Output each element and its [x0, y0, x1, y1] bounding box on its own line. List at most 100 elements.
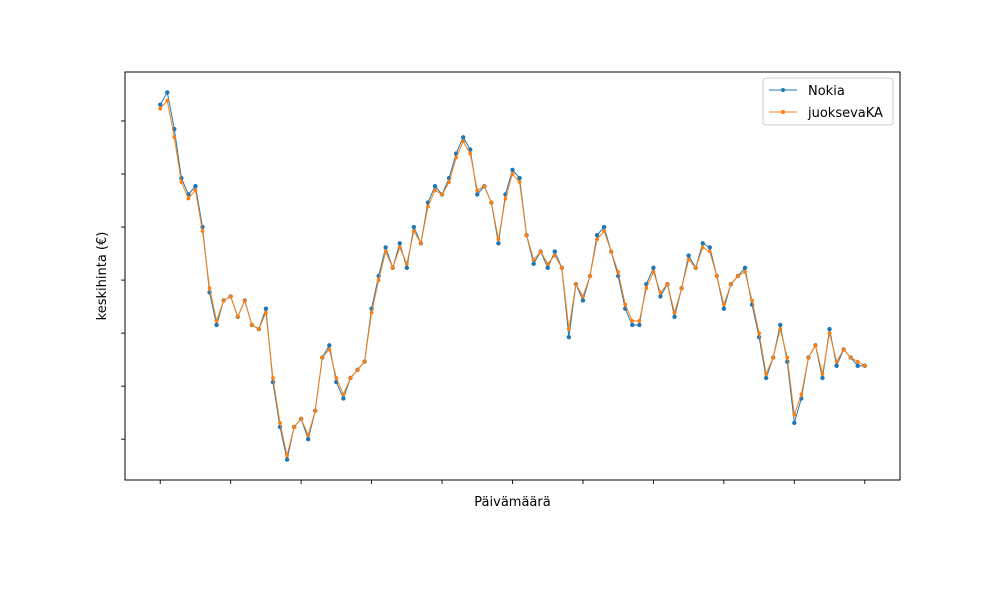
data-point-nokia [742, 265, 748, 271]
data-point-nokia [827, 326, 832, 332]
data-point-nokia [552, 249, 557, 254]
data-point-nokia [707, 245, 712, 250]
data-point-nokia [284, 457, 290, 462]
data-point-juoksevaka [792, 412, 797, 417]
data-point-juoksevaka [404, 261, 409, 266]
data-point-juoksevaka [750, 298, 754, 303]
data-point-juoksevaka [538, 249, 543, 254]
data-point-nokia [855, 363, 860, 368]
data-point-juoksevaka [327, 347, 332, 352]
data-point-juoksevaka [531, 257, 536, 262]
data-point-nokia [165, 90, 170, 95]
data-point-juoksevaka [271, 376, 275, 380]
data-point-juoksevaka [510, 172, 515, 176]
data-point-juoksevaka [249, 323, 254, 327]
data-point-juoksevaka [623, 302, 628, 307]
data-point-juoksevaka [165, 98, 170, 103]
data-point-juoksevaka [426, 204, 430, 209]
data-point-juoksevaka [320, 355, 325, 360]
data-point-juoksevaka [827, 331, 832, 336]
data-point-nokia [658, 294, 663, 299]
data-point-juoksevaka [721, 302, 726, 307]
data-point-nokia [397, 241, 402, 246]
data-point-juoksevaka [454, 155, 459, 160]
data-point-nokia [834, 363, 839, 368]
data-point-juoksevaka [334, 376, 339, 380]
data-point-juoksevaka [799, 392, 804, 397]
data-point-juoksevaka [658, 290, 663, 295]
plot-frame [124, 71, 901, 481]
data-point-nokia [630, 322, 635, 328]
data-point-juoksevaka [841, 347, 846, 352]
data-point-juoksevaka [637, 318, 642, 323]
data-point-juoksevaka [221, 298, 226, 303]
data-point-nokia [637, 322, 642, 328]
data-point-nokia [341, 396, 346, 401]
data-point-nokia [700, 241, 705, 246]
data-point-nokia [305, 437, 311, 442]
data-point-juoksevaka [679, 286, 684, 291]
data-point-juoksevaka [552, 253, 557, 258]
data-point-nokia [672, 314, 677, 319]
data-point-nokia [601, 224, 607, 230]
data-point-juoksevaka [517, 180, 522, 185]
x-axis-label: Päivämäärä [474, 495, 550, 510]
data-point-juoksevaka [665, 282, 670, 287]
data-point-juoksevaka [355, 367, 360, 372]
data-point-juoksevaka [461, 139, 466, 144]
data-point-nokia [460, 135, 466, 140]
data-point-nokia [517, 175, 522, 181]
data-point-nokia [263, 306, 269, 311]
data-point-juoksevaka [313, 408, 318, 413]
data-point-juoksevaka [235, 314, 240, 319]
data-point-nokia [778, 322, 783, 328]
legend-marker-juoksevaka [781, 110, 785, 114]
data-point-juoksevaka [475, 188, 480, 193]
data-point-juoksevaka [376, 278, 381, 282]
data-point-juoksevaka [369, 310, 374, 315]
data-point-juoksevaka [855, 359, 860, 364]
data-point-juoksevaka [496, 237, 501, 242]
legend-label-juoksevaka: juoksevaKA [807, 106, 883, 121]
data-point-juoksevaka [362, 359, 367, 364]
data-point-juoksevaka [595, 237, 599, 242]
data-point-juoksevaka [574, 282, 578, 287]
data-point-juoksevaka [306, 433, 311, 438]
data-point-juoksevaka [242, 298, 247, 303]
y-axis-label: keskihinta (€) [95, 232, 110, 321]
data-point-juoksevaka [468, 151, 473, 156]
data-point-juoksevaka [193, 188, 198, 193]
data-point-juoksevaka [158, 106, 163, 111]
data-point-nokia [432, 184, 438, 189]
data-point-juoksevaka [482, 184, 487, 189]
data-point-juoksevaka [200, 229, 205, 234]
data-point-juoksevaka [616, 270, 621, 274]
data-point-nokia [327, 343, 332, 348]
data-point-nokia [763, 375, 769, 381]
data-point-juoksevaka [707, 249, 712, 254]
data-point-juoksevaka [278, 420, 282, 425]
data-point-juoksevaka [693, 265, 698, 270]
data-point-nokia [404, 265, 410, 271]
data-point-juoksevaka [292, 425, 296, 429]
data-point-nokia [531, 261, 536, 266]
data-point-nokia [580, 298, 586, 303]
data-point-juoksevaka [743, 270, 747, 274]
data-point-juoksevaka [729, 282, 733, 287]
data-point-juoksevaka [383, 249, 388, 254]
data-point-juoksevaka [285, 453, 289, 458]
data-point-nokia [721, 306, 727, 311]
data-point-juoksevaka [785, 355, 790, 360]
data-point-juoksevaka [834, 359, 839, 364]
data-point-juoksevaka [545, 261, 550, 266]
data-point-nokia [214, 322, 219, 328]
data-point-juoksevaka [397, 245, 402, 250]
data-point-juoksevaka [602, 229, 606, 234]
data-point-juoksevaka [609, 249, 614, 254]
data-point-juoksevaka [440, 192, 444, 197]
data-point-juoksevaka [862, 363, 867, 368]
data-point-juoksevaka [419, 241, 423, 246]
data-point-nokia [468, 147, 473, 152]
data-point-juoksevaka [172, 135, 177, 140]
data-point-juoksevaka [489, 200, 494, 205]
